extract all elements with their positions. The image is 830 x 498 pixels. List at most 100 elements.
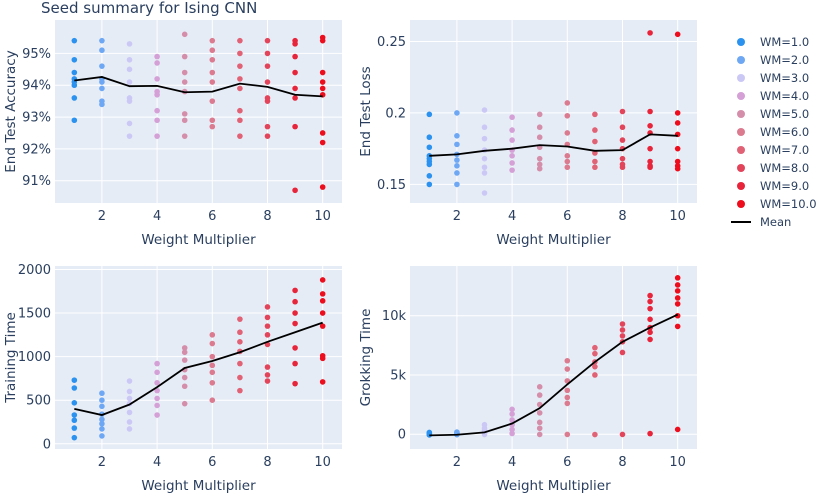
- x-tick-label: 2: [453, 209, 461, 224]
- data-point: [209, 98, 216, 104]
- data-point: [426, 161, 433, 168]
- data-point: [154, 369, 160, 376]
- data-point: [674, 145, 681, 152]
- chart-title: Seed summary for Ising CNN: [41, 0, 257, 17]
- data-point: [319, 355, 326, 362]
- data-point: [154, 412, 160, 418]
- mean-line: [429, 313, 679, 437]
- data-point: [71, 400, 78, 406]
- data-point: [592, 127, 598, 133]
- data-point: [264, 98, 271, 104]
- data-point: [592, 363, 598, 370]
- legend-marker: [737, 110, 745, 118]
- x-axis-title: Weight Multiplier: [141, 478, 256, 494]
- data-point: [319, 277, 326, 283]
- data-point: [126, 395, 133, 402]
- data-point: [209, 69, 216, 76]
- data-point: [292, 310, 298, 316]
- data-point: [99, 397, 105, 404]
- data-point: [536, 134, 543, 141]
- legend-label: WM=6.0: [760, 125, 809, 139]
- data-point: [592, 111, 598, 118]
- data-point: [509, 411, 515, 417]
- subplot-end-test-accuracy: 2 4 6 8 10 91% 92% 93% 94% 95% Weight Multiplier En…: [3, 20, 342, 248]
- data-point: [154, 387, 160, 394]
- data-point: [126, 41, 133, 47]
- data-point: [209, 332, 216, 338]
- x-tick-label: 6: [208, 209, 216, 224]
- data-point: [181, 345, 188, 351]
- data-point: [71, 377, 78, 383]
- data-point: [509, 417, 515, 423]
- x-tick-label: 2: [98, 455, 106, 470]
- data-point: [481, 190, 488, 196]
- data-point: [592, 344, 598, 351]
- data-point: [674, 295, 681, 301]
- data-point: [319, 379, 326, 385]
- data-point: [292, 53, 298, 60]
- data-point: [264, 37, 271, 44]
- legend-marker: [737, 182, 745, 190]
- data-point: [181, 79, 188, 85]
- data-point: [71, 434, 78, 441]
- data-point: [181, 69, 188, 76]
- data-point: [264, 123, 271, 130]
- data-point: [619, 124, 626, 131]
- data-point: [126, 66, 133, 73]
- data-point: [209, 340, 216, 347]
- data-point: [71, 56, 78, 63]
- x-tick-label: 8: [618, 455, 626, 470]
- data-point: [674, 158, 681, 165]
- data-point: [154, 133, 160, 139]
- data-point: [619, 155, 626, 162]
- x-tick-label: 4: [153, 455, 161, 470]
- data-point: [181, 383, 188, 390]
- y-tick-label: 0.15: [377, 178, 406, 193]
- data-point: [509, 406, 515, 413]
- data-point: [264, 372, 271, 378]
- y-tick-label: 91%: [22, 174, 51, 189]
- data-point: [209, 397, 216, 404]
- data-point: [99, 416, 105, 423]
- data-point: [426, 144, 433, 151]
- data-point: [564, 153, 571, 159]
- data-point: [292, 298, 298, 305]
- data-point: [71, 82, 78, 89]
- data-point: [237, 85, 243, 92]
- data-point: [99, 101, 105, 108]
- plot-area: [55, 20, 342, 203]
- data-point: [237, 63, 243, 69]
- y-tick-label: 0: [43, 437, 51, 452]
- data-point: [564, 164, 571, 171]
- data-point: [481, 164, 488, 171]
- data-point: [154, 107, 160, 114]
- data-point: [536, 161, 543, 168]
- y-tick-label: 500: [26, 394, 51, 409]
- data-point: [647, 30, 653, 36]
- data-point: [126, 133, 133, 139]
- data-point: [536, 431, 543, 438]
- data-point: [71, 117, 78, 124]
- x-tick-label: 6: [208, 455, 216, 470]
- legend-label: WM=5.0: [760, 107, 809, 121]
- data-point: [237, 107, 243, 114]
- x-tick-label: 4: [153, 209, 161, 224]
- data-point: [292, 320, 298, 327]
- legend-marker: [737, 38, 745, 46]
- data-point: [509, 127, 515, 133]
- data-point: [647, 336, 653, 343]
- data-point: [181, 31, 188, 38]
- data-point: [181, 357, 188, 363]
- data-point: [319, 298, 326, 304]
- data-point: [99, 433, 105, 439]
- data-point: [99, 85, 105, 92]
- x-tick-label: 6: [563, 209, 571, 224]
- data-point: [154, 117, 160, 124]
- data-point: [536, 392, 543, 398]
- data-point: [126, 120, 133, 127]
- data-point: [647, 164, 653, 171]
- data-point: [99, 63, 105, 69]
- data-point: [99, 420, 105, 427]
- legend-label: WM=10.0: [760, 197, 817, 211]
